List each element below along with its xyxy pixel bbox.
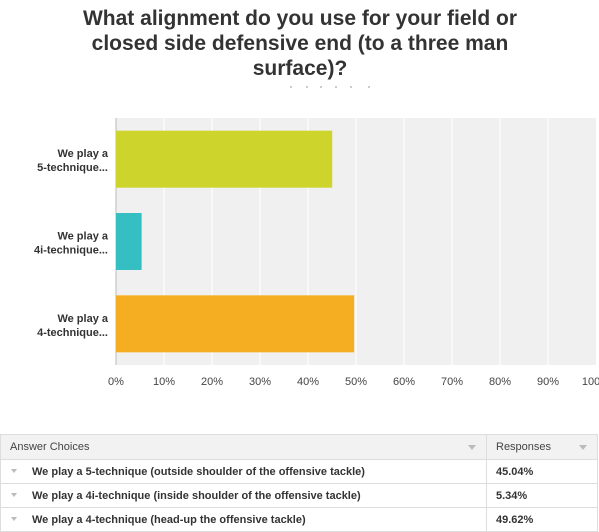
table-header-row: Answer Choices Responses [0, 434, 598, 460]
x-tick-label: 20% [201, 376, 223, 388]
category-label: We play a [57, 231, 108, 243]
category-label: We play a [57, 313, 108, 325]
sort-arrow-icon[interactable] [579, 445, 587, 450]
bar [116, 295, 355, 353]
choice-cell: We play a 4i-technique (inside shoulder … [0, 483, 487, 508]
response-cell: 45.04% [486, 459, 598, 484]
x-tick-label: 50% [345, 376, 367, 388]
x-tick-label: 0% [108, 376, 124, 388]
x-tick-label: 80% [489, 376, 511, 388]
bar [116, 130, 333, 188]
category-label: 5-technique... [37, 162, 108, 174]
bar [116, 213, 142, 270]
table-row: We play a 5-technique (outside shoulder … [0, 459, 598, 484]
x-tick-label: 30% [249, 376, 271, 388]
category-label: 4-technique... [37, 327, 108, 339]
category-label: 4i-technique... [34, 245, 108, 257]
chart-title: What alignment do you use for your field… [82, 7, 518, 80]
responses-header-label: Responses [496, 441, 552, 453]
responses-table: Answer Choices Responses We play a 5-tec… [0, 434, 598, 532]
choice-text: We play a 4i-technique (inside shoulder … [32, 489, 361, 502]
table-row: We play a 4i-technique (inside shoulder … [0, 483, 598, 508]
x-tick-label: 40% [297, 376, 319, 388]
x-tick-label: 90% [537, 376, 559, 388]
expand-arrow-icon[interactable] [11, 468, 17, 473]
x-tick-label: 10% [153, 376, 175, 388]
choice-cell: We play a 4-technique (head-up the offen… [0, 507, 487, 532]
x-tick-label: 60% [393, 376, 415, 388]
answer-choices-header-label: Answer Choices [10, 441, 90, 453]
category-label: We play a [57, 148, 108, 160]
answer-choices-header[interactable]: Answer Choices [0, 434, 487, 460]
responses-header[interactable]: Responses [486, 434, 598, 460]
response-cell: 5.34% [486, 483, 598, 508]
choice-cell: We play a 5-technique (outside shoulder … [0, 459, 487, 484]
sort-arrow-icon[interactable] [468, 445, 476, 450]
x-tick-label: 100% [582, 376, 599, 388]
choice-text: We play a 5-technique (outside shoulder … [32, 465, 365, 478]
response-cell: 49.62% [486, 507, 598, 532]
x-tick-label: 70% [441, 376, 463, 388]
table-row: We play a 4-technique (head-up the offen… [0, 507, 598, 532]
expand-arrow-icon[interactable] [11, 516, 17, 521]
choice-text: We play a 4-technique (head-up the offen… [32, 513, 306, 526]
bar-chart: 0% 10% 20% 30% 40% 50% 60% 70% 80% 90% 100% We play… [34, 118, 599, 388]
expand-arrow-icon[interactable] [11, 492, 17, 497]
